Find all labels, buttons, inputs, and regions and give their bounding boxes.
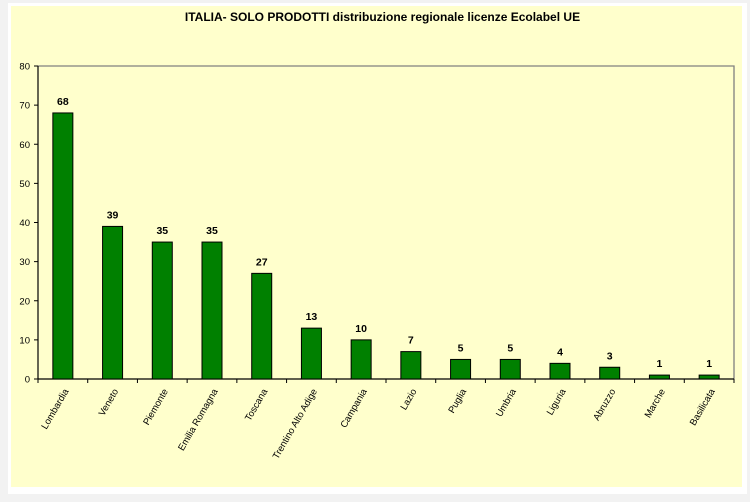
- data-label: 1: [706, 358, 712, 370]
- bar: [549, 362, 571, 380]
- y-tick-label: 70: [19, 101, 30, 112]
- y-tick-label: 10: [19, 335, 30, 346]
- data-label: 27: [256, 256, 268, 268]
- category-label: Abruzzo: [591, 387, 618, 423]
- data-label: 3: [607, 350, 613, 362]
- y-tick-label: 20: [19, 296, 30, 307]
- data-label: 5: [458, 342, 464, 354]
- y-tick-label: 40: [19, 218, 30, 229]
- bar: [151, 241, 173, 380]
- data-label: 39: [107, 209, 119, 221]
- data-label: 68: [57, 96, 69, 108]
- category-label: Lazio: [399, 387, 420, 412]
- bar: [350, 339, 372, 380]
- category-label: Piemonte: [141, 387, 171, 427]
- data-label: 4: [557, 346, 563, 358]
- bar: [698, 374, 720, 380]
- chart-area: [11, 6, 742, 487]
- bar: [599, 366, 621, 380]
- data-label: 35: [156, 225, 168, 237]
- bar: [450, 358, 472, 380]
- category-label: Veneto: [97, 387, 121, 418]
- bar: [52, 112, 74, 380]
- y-tick-label: 80: [19, 62, 30, 73]
- bar: [499, 358, 521, 380]
- bar: [251, 272, 273, 380]
- category-label: Emilia Romagna: [176, 386, 221, 452]
- bar: [201, 241, 223, 380]
- y-tick-label: 50: [19, 179, 30, 190]
- category-label: Toscana: [243, 386, 271, 423]
- bar: [400, 351, 422, 380]
- data-label: 35: [206, 225, 218, 237]
- category-label: Liguria: [545, 386, 569, 417]
- category-label: Puglia: [446, 386, 469, 415]
- y-tick-label: 30: [19, 257, 30, 268]
- data-label: 1: [657, 358, 663, 370]
- data-label: 13: [306, 311, 318, 323]
- category-label: Marche: [643, 387, 668, 420]
- data-label: 5: [507, 342, 513, 354]
- category-label: Basilicata: [688, 386, 718, 427]
- bar: [102, 225, 124, 380]
- category-label: Lombardia: [39, 386, 71, 431]
- category-label: Campania: [339, 386, 371, 430]
- data-label: 7: [408, 335, 414, 347]
- category-label: Trentino Alto Adige: [271, 387, 320, 461]
- category-label: Umbria: [494, 386, 519, 419]
- bar: [300, 327, 322, 380]
- data-label: 10: [355, 323, 367, 335]
- y-tick-label: 60: [19, 140, 30, 151]
- chart-title: ITALIA- SOLO PRODOTTI distribuzione regi…: [184, 10, 581, 24]
- bar: [648, 374, 670, 380]
- plot-border: [38, 65, 735, 379]
- y-tick-label: 0: [25, 375, 30, 386]
